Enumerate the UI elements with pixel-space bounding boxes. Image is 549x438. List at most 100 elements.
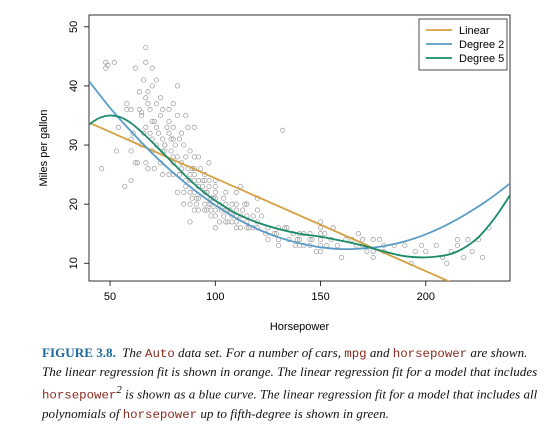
caption-code: horsepower xyxy=(122,407,198,422)
data-point xyxy=(176,172,183,178)
data-point xyxy=(160,107,166,113)
data-point xyxy=(164,124,170,130)
data-point xyxy=(136,89,143,95)
data-point xyxy=(145,101,151,107)
data-point xyxy=(174,189,180,195)
caption-text: data set. For a number of cars, xyxy=(174,345,345,360)
data-point xyxy=(233,207,239,213)
data-point xyxy=(200,177,206,184)
data-point xyxy=(176,136,183,142)
x-axis: 50 100 150 200 xyxy=(104,281,435,303)
data-point xyxy=(296,237,303,243)
data-point xyxy=(195,177,202,184)
data-point xyxy=(124,107,130,113)
data-point xyxy=(143,59,149,65)
x-tick-label: 200 xyxy=(417,291,435,303)
data-point xyxy=(183,154,189,160)
figure: 50 100 150 200 10 20 30 40 50 Horsepower Miles … xyxy=(38,14,511,333)
data-point xyxy=(244,225,250,231)
data-point xyxy=(206,160,212,166)
data-point xyxy=(168,136,174,142)
data-point xyxy=(174,112,180,119)
data-point xyxy=(233,189,239,195)
data-point xyxy=(233,219,239,225)
caption-code: mpg xyxy=(344,347,367,361)
data-point xyxy=(360,237,366,243)
data-point xyxy=(206,183,212,189)
data-point xyxy=(223,189,229,195)
data-point xyxy=(212,189,218,195)
data-point xyxy=(191,154,197,160)
data-point xyxy=(128,148,134,154)
legend-label: Linear xyxy=(459,25,490,37)
data-point xyxy=(166,130,172,136)
data-point xyxy=(143,124,149,130)
data-point xyxy=(143,160,149,166)
data-point xyxy=(174,83,180,89)
data-point xyxy=(170,101,176,107)
data-point xyxy=(124,101,130,107)
data-point xyxy=(134,160,140,166)
data-point xyxy=(318,231,324,237)
data-point xyxy=(181,142,187,148)
data-point xyxy=(444,260,450,266)
data-point xyxy=(454,242,460,249)
data-point xyxy=(191,124,197,130)
data-point xyxy=(143,95,149,101)
data-point xyxy=(259,213,265,219)
data-point xyxy=(227,207,233,213)
data-point xyxy=(364,248,370,254)
data-point xyxy=(200,183,206,189)
x-tick-label: 150 xyxy=(311,291,329,303)
x-tick-label: 50 xyxy=(104,291,116,303)
y-tick-label: 50 xyxy=(68,21,80,33)
data-point xyxy=(149,118,155,124)
data-point xyxy=(105,62,111,68)
caption-code: horsepower xyxy=(42,388,117,403)
data-point xyxy=(223,219,229,225)
data-point xyxy=(240,207,246,213)
data-point xyxy=(212,225,218,231)
data-point xyxy=(181,201,187,207)
data-point xyxy=(145,89,151,95)
data-point xyxy=(454,237,460,243)
data-point xyxy=(151,166,157,172)
data-point xyxy=(254,207,260,213)
data-point xyxy=(147,107,153,113)
data-point xyxy=(313,248,319,254)
data-point xyxy=(181,189,187,195)
caption-label: FIGURE 3.8. xyxy=(42,345,116,360)
data-point xyxy=(128,107,134,113)
data-point xyxy=(370,237,376,243)
data-point xyxy=(318,237,324,243)
data-point xyxy=(153,101,159,107)
data-point xyxy=(233,225,239,231)
data-point xyxy=(189,195,195,201)
data-point xyxy=(185,124,191,130)
data-point xyxy=(334,242,340,249)
data-point xyxy=(162,142,168,148)
data-point xyxy=(132,160,138,166)
data-point xyxy=(309,237,315,243)
data-point xyxy=(233,201,239,207)
data-point xyxy=(195,207,202,213)
caption-code: Auto xyxy=(145,347,175,361)
data-point xyxy=(339,254,345,260)
data-point xyxy=(318,248,324,254)
data-point xyxy=(355,231,361,237)
data-point xyxy=(160,172,166,178)
data-point xyxy=(187,219,193,225)
linear-fit-line xyxy=(89,121,451,281)
data-point xyxy=(216,219,223,225)
data-point xyxy=(275,242,282,249)
data-point xyxy=(170,136,176,142)
data-point xyxy=(195,195,202,201)
data-point xyxy=(193,195,199,201)
data-point xyxy=(242,201,248,207)
plot-frame xyxy=(88,14,511,282)
data-point xyxy=(250,213,256,219)
data-point xyxy=(208,213,214,219)
data-point xyxy=(187,201,193,207)
x-axis-title: Horsepower xyxy=(270,321,330,333)
scatter-plot: 50 100 150 200 10 20 30 40 50 Horsepower Miles … xyxy=(38,14,511,333)
